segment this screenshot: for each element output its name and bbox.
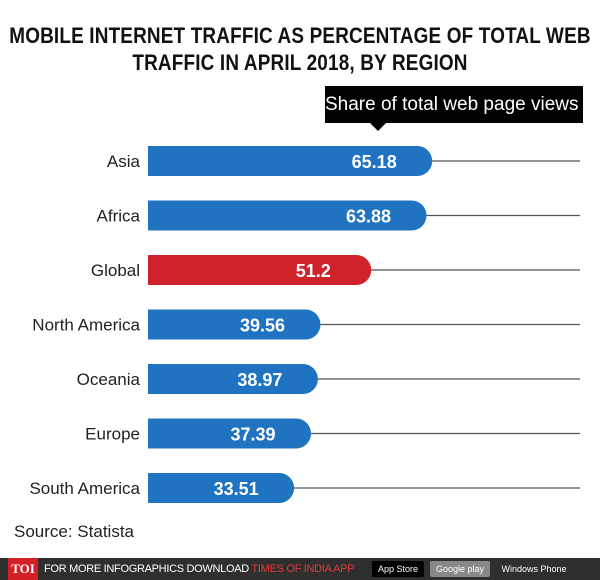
bar-chart: Asia 65.18 Africa 63.88 Global 51.2 North Amer… [29, 146, 580, 504]
bar [148, 255, 372, 285]
bar [148, 146, 433, 176]
promo-text: FOR MORE INFOGRAPHICS DOWNLOAD TIMES OF … [44, 558, 360, 580]
promo-app-name: TIMES OF INDIA APP [251, 563, 355, 575]
value-label: 38.97 [237, 370, 282, 390]
bar [148, 200, 427, 231]
value-label: 51.2 [296, 261, 331, 281]
category-label: Global [91, 261, 140, 280]
chart-title: MOBILE INTERNET TRAFFIC AS PERCENTAGE OF… [9, 23, 591, 75]
bar [148, 418, 312, 449]
footer-banner: TOI FOR MORE INFOGRAPHICS DOWNLOAD TIMES… [0, 558, 600, 580]
category-label: South America [29, 479, 140, 498]
google-play-button[interactable]: Google play [430, 561, 490, 577]
value-label: 65.18 [352, 152, 397, 172]
category-label: North America [32, 316, 140, 335]
category-label: Europe [85, 425, 140, 444]
value-label: 63.88 [346, 207, 391, 227]
toi-logo[interactable]: TOI [8, 558, 38, 580]
category-label: Oceania [77, 370, 141, 389]
source-text: Source: Statista [14, 522, 135, 541]
app-store-button[interactable]: App Store [372, 561, 424, 577]
value-label: 39.56 [240, 316, 285, 336]
bar [148, 309, 321, 340]
bar [148, 364, 318, 394]
category-label: Asia [107, 152, 141, 171]
category-label: Africa [97, 207, 141, 226]
value-label: 37.39 [230, 425, 275, 445]
bar [148, 473, 295, 504]
windows-phone-button[interactable]: Windows Phone [496, 561, 572, 577]
value-label: 33.51 [214, 479, 259, 499]
unit-label: Share of total web page views (%) [325, 86, 600, 131]
promo-label: FOR MORE INFOGRAPHICS DOWNLOAD [44, 563, 252, 575]
